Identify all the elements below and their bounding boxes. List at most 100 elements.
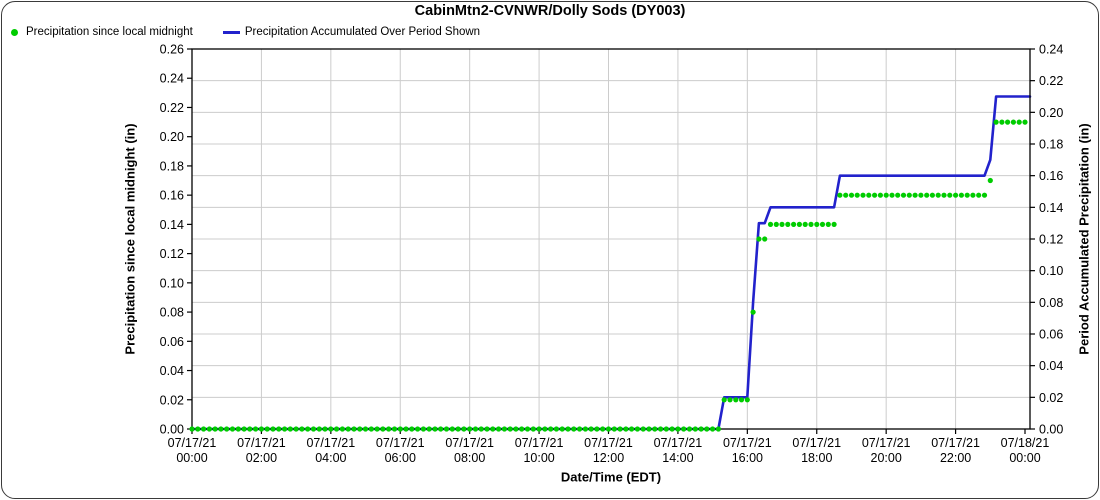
data-point: [727, 397, 733, 403]
data-point: [970, 192, 976, 198]
data-point: [368, 426, 374, 432]
x-tick-date: 07/17/21: [792, 436, 841, 450]
x-tick-date: 07/18/21: [1001, 436, 1050, 450]
data-point: [1016, 119, 1022, 125]
data-point: [964, 192, 970, 198]
data-point: [819, 221, 826, 227]
data-point: [409, 426, 415, 432]
data-point: [235, 426, 241, 432]
x-tick-date: 07/17/21: [931, 436, 980, 450]
x-tick-date: 07/17/21: [723, 436, 772, 450]
data-point: [935, 192, 941, 198]
data-point: [675, 426, 681, 432]
data-point: [467, 426, 473, 432]
data-point: [588, 426, 594, 432]
data-point: [605, 426, 612, 432]
data-point: [976, 192, 982, 198]
data-point: [767, 221, 774, 227]
data-point: [455, 426, 461, 432]
data-point: [212, 426, 218, 432]
data-point: [652, 426, 658, 432]
data-point: [872, 192, 878, 198]
data-point: [698, 426, 704, 432]
x-tick-date: 07/17/21: [237, 436, 286, 450]
data-point: [958, 192, 965, 198]
data-point: [802, 221, 808, 227]
data-point: [293, 426, 299, 432]
data-point: [287, 426, 293, 432]
x-tick-time: 06:00: [385, 451, 416, 465]
data-point: [386, 426, 392, 432]
left-tick-label: 0.26: [160, 43, 184, 57]
chart-title: CabinMtn2-CVNWR/Dolly Sods (DY003): [414, 3, 686, 19]
data-point: [1010, 119, 1017, 125]
x-tick-time: 18:00: [801, 451, 832, 465]
data-point: [247, 426, 253, 432]
right-tick-label: 0.06: [1039, 328, 1063, 342]
data-point: [791, 221, 797, 227]
data-point: [900, 192, 907, 198]
data-point: [513, 426, 519, 432]
data-point: [201, 426, 207, 432]
data-point: [906, 192, 912, 198]
data-point: [640, 426, 646, 432]
x-tick-time: 12:00: [593, 451, 624, 465]
data-point: [987, 177, 993, 184]
data-point: [380, 426, 386, 432]
data-point: [553, 426, 560, 432]
x-tick-date: 07/17/21: [862, 436, 911, 450]
x-tick-date: 07/17/21: [445, 436, 494, 450]
legend: Precipitation since local midnight Preci…: [10, 26, 480, 38]
right-tick-label: 0.14: [1039, 201, 1063, 215]
data-point: [779, 221, 785, 227]
right-tick-label: 0.02: [1039, 391, 1063, 405]
data-point: [565, 426, 571, 432]
accumulated-precip-line: [190, 95, 1032, 431]
right-tick-label: 0.10: [1039, 264, 1063, 278]
data-point: [362, 426, 369, 432]
data-point: [218, 426, 224, 432]
green-dot-marker-icon: [11, 28, 18, 36]
data-point: [415, 426, 421, 432]
data-point: [478, 426, 484, 432]
left-tick-label: 0.24: [160, 72, 184, 86]
data-point: [519, 426, 525, 432]
data-point: [681, 426, 687, 432]
right-tick-label: 0.08: [1039, 296, 1063, 310]
data-point: [733, 397, 739, 403]
data-point: [715, 426, 722, 432]
x-tick-time: 00:00: [176, 451, 207, 465]
data-point: [351, 426, 357, 432]
data-point: [403, 426, 409, 432]
x-tick-time: 10:00: [523, 451, 554, 465]
data-point: [195, 426, 201, 432]
data-point: [825, 221, 831, 227]
data-point: [443, 426, 450, 432]
data-point: [299, 426, 305, 432]
x-tick-date: 07/17/21: [584, 436, 633, 450]
left-tick-label: 0.18: [160, 159, 184, 173]
data-point: [843, 192, 849, 198]
data-point: [889, 192, 895, 198]
data-point: [530, 426, 536, 432]
data-point: [750, 309, 756, 315]
data-point: [270, 426, 276, 432]
data-point: [420, 426, 426, 432]
data-point: [206, 426, 212, 432]
data-point: [594, 426, 600, 432]
data-point: [646, 426, 652, 432]
data-point: [929, 192, 936, 198]
data-point: [397, 426, 403, 432]
data-point: [496, 426, 502, 432]
x-tick-date: 07/17/21: [515, 436, 564, 450]
data-point: [831, 221, 837, 227]
data-point: [814, 221, 820, 227]
data-point: [328, 426, 334, 432]
data-point: [449, 426, 455, 432]
data-point: [796, 221, 803, 227]
data-point: [710, 426, 716, 432]
data-point: [918, 192, 924, 198]
data-point: [305, 426, 311, 432]
data-point: [663, 426, 669, 432]
x-tick-date: 07/17/21: [376, 436, 425, 450]
